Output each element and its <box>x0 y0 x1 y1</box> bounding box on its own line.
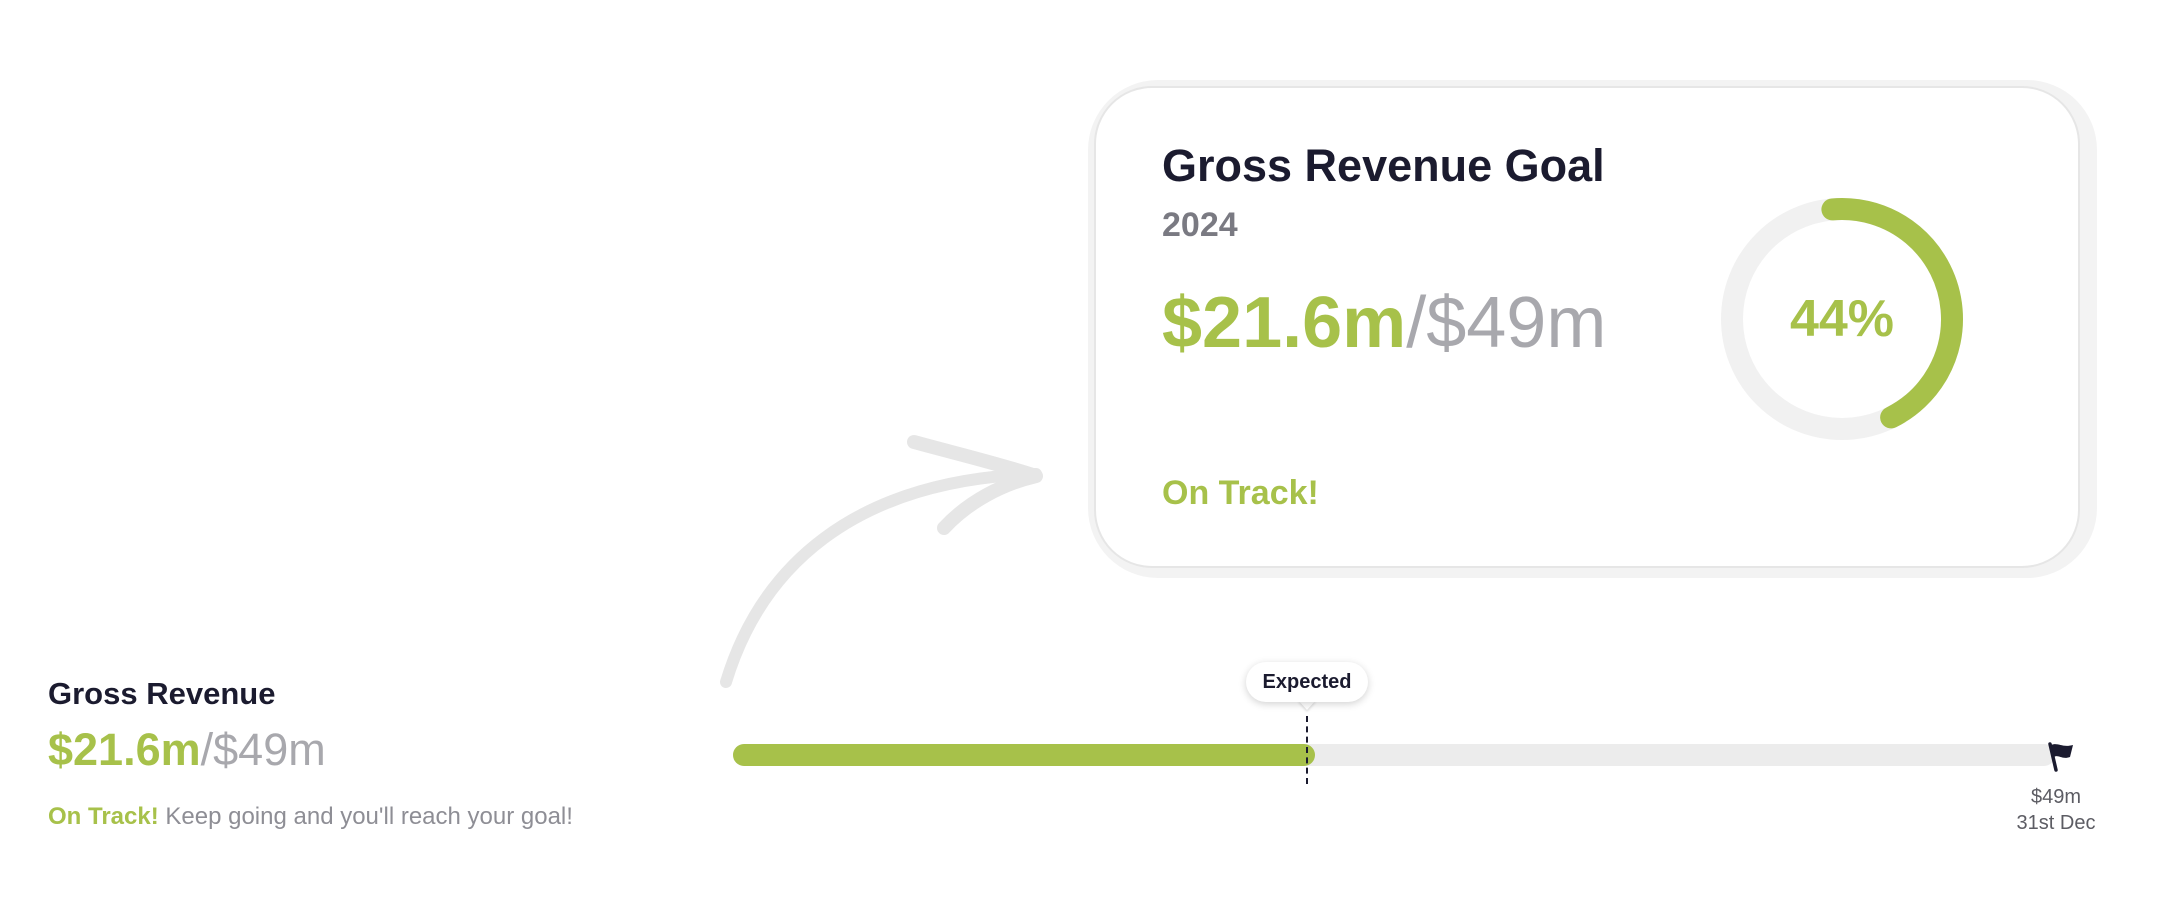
expected-marker-line <box>1306 716 1308 784</box>
summary-current-value: $21.6m <box>48 724 201 775</box>
card-status: On Track! <box>1162 474 1319 512</box>
summary-title: Gross Revenue <box>48 676 276 711</box>
summary-target-value: $49m <box>213 724 326 775</box>
goal-end-date: 31st Dec <box>2016 812 2096 834</box>
expected-bubble-pointer <box>1298 700 1316 710</box>
summary-separator: / <box>200 724 214 775</box>
summary-status: On Track! Keep going and you'll reach yo… <box>48 803 573 831</box>
summary-status-label: On Track! <box>48 803 159 830</box>
goal-end-amount: $49m <box>2030 786 2082 808</box>
card-target-value: $49m <box>1426 283 1607 363</box>
card-current-value: $21.6m <box>1162 283 1407 363</box>
summary-status-message: Keep going and you'll reach your goal! <box>165 803 573 830</box>
progress-donut <box>1721 198 1963 440</box>
expected-label: Expected <box>1246 662 1368 702</box>
revenue-goal-card <box>1094 86 2080 568</box>
card-separator: / <box>1406 283 1427 363</box>
curved-arrow-icon <box>720 435 1043 688</box>
flag-icon <box>2048 742 2073 772</box>
donut-percent: 44% <box>1789 290 1895 348</box>
card-title: Gross Revenue Goal <box>1162 140 1605 191</box>
summary-amount: $21.6m/$49m <box>48 722 326 778</box>
progress-track <box>733 744 2055 766</box>
card-amount: $21.6m/$49m <box>1162 278 1606 368</box>
card-year: 2024 <box>1162 206 1238 244</box>
progress-fill <box>733 744 1315 766</box>
donut-progress-arc <box>1721 198 1963 440</box>
